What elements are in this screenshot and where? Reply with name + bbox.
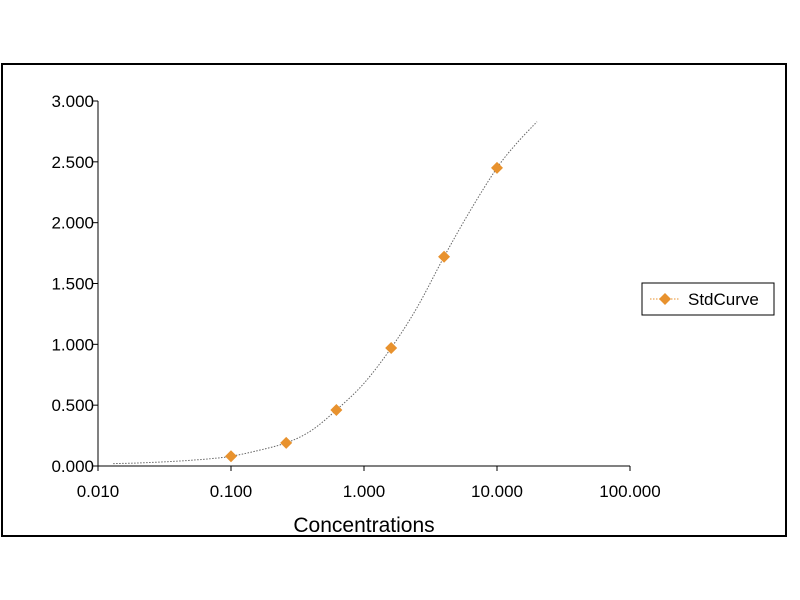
data-point xyxy=(225,450,237,463)
y-tick-label: 0.000 xyxy=(51,457,94,476)
data-point xyxy=(280,436,293,449)
y-tick-label: 2.500 xyxy=(51,153,94,172)
data-points xyxy=(225,161,503,463)
y-tick-label: 2.000 xyxy=(51,214,94,233)
x-tick-label: 0.100 xyxy=(210,482,253,501)
y-tick-label: 1.500 xyxy=(51,275,94,294)
y-tick-label: 3.000 xyxy=(51,92,94,111)
y-ticks: 0.000 0.500 1.000 1.500 2.000 2.500 3.000 xyxy=(51,92,98,476)
x-tick-label: 0.010 xyxy=(77,482,120,501)
x-ticks: 0.010 0.100 1.000 10.000 100.000 xyxy=(77,466,661,501)
data-point xyxy=(330,404,343,417)
legend-label: StdCurve xyxy=(688,290,759,309)
legend: StdCurve xyxy=(641,282,775,316)
y-tick-label: 1.000 xyxy=(51,335,94,354)
data-point xyxy=(438,250,451,263)
x-tick-label: 1.000 xyxy=(343,482,386,501)
data-point xyxy=(385,341,398,354)
x-tick-label: 100.000 xyxy=(599,482,660,501)
y-tick-label: 0.500 xyxy=(51,396,94,415)
legend-marker-icon xyxy=(659,293,671,305)
data-point xyxy=(491,161,503,174)
x-tick-label: 10.000 xyxy=(471,482,523,501)
x-axis-title: Concentrations xyxy=(293,514,434,537)
